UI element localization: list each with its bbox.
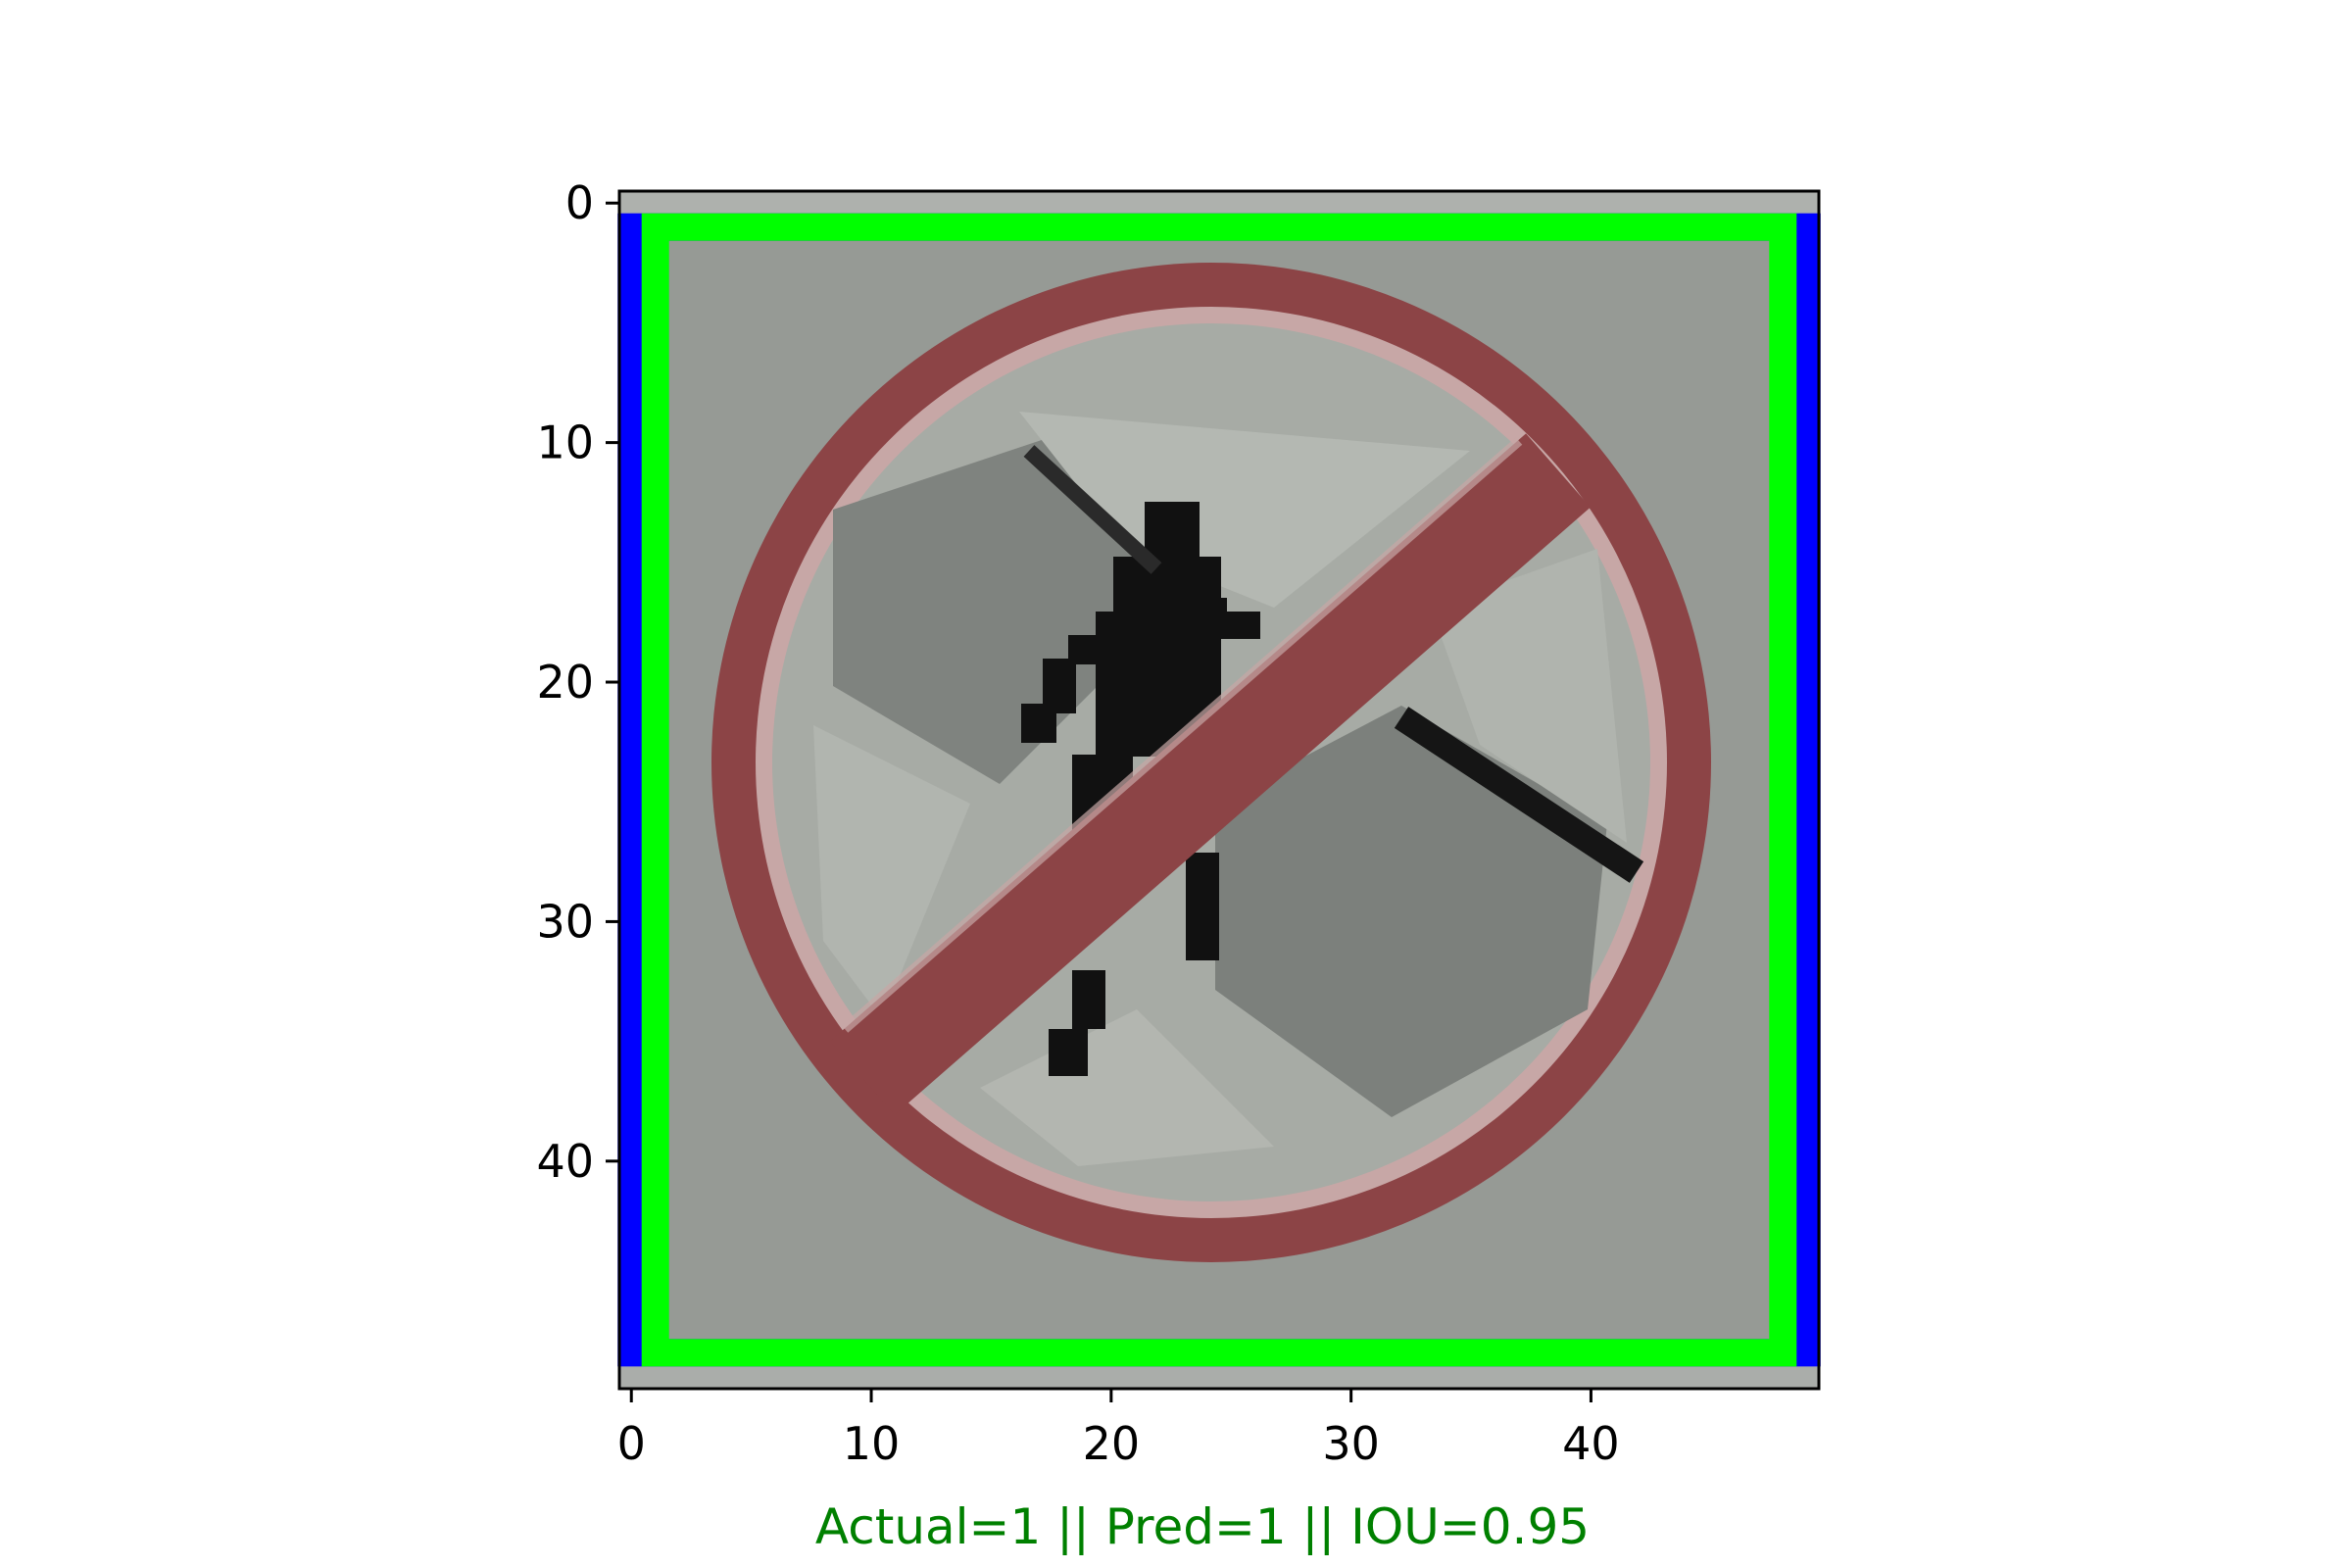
x-tick-label: 30 (1322, 1417, 1380, 1470)
prohibition-slash (830, 433, 1591, 1115)
image-area (619, 191, 1819, 1389)
y-tick-label: 0 (565, 176, 594, 229)
inner-light-left (813, 725, 970, 1019)
y-tick-label: 30 (536, 895, 594, 948)
right-dark-line (1394, 707, 1644, 883)
y-axis: 0 10 20 30 40 (536, 176, 619, 1188)
image-bottom-strip (619, 1365, 1819, 1389)
left-dark-line (1023, 445, 1162, 574)
x-tick-label: 10 (843, 1417, 901, 1470)
x-tick-label: 0 (617, 1417, 646, 1470)
caption: Actual=1 || Pred=1 || IOU=0.95 (815, 1498, 1590, 1555)
x-tick-label: 20 (1083, 1417, 1141, 1470)
inner-shade-right (1215, 706, 1607, 1117)
y-tick-label: 10 (536, 416, 594, 469)
slash-edge-top (841, 437, 1523, 1033)
x-tick-label: 40 (1562, 1417, 1620, 1470)
inner-light-right (1431, 549, 1627, 843)
image-top-strip (619, 191, 1819, 215)
y-tick-label: 20 (536, 656, 594, 709)
x-axis: 0 10 20 30 40 (617, 1389, 1620, 1470)
inner-light-top (1019, 412, 1470, 608)
predicted-bounding-box (641, 213, 1797, 1367)
inner-light-bottom (980, 1009, 1274, 1166)
axes-frame (617, 189, 1821, 1391)
y-tick-label: 40 (536, 1135, 594, 1188)
